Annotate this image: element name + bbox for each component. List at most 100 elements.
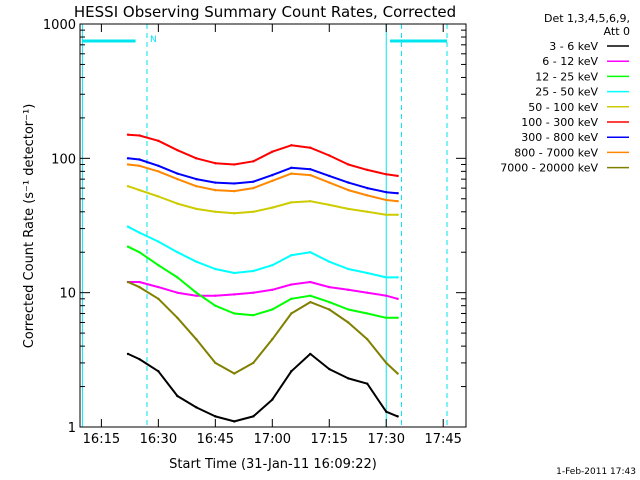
data-point	[385, 276, 388, 279]
data-point	[366, 194, 369, 197]
series-line	[127, 225, 398, 279]
y-tick-label: 10	[59, 287, 76, 302]
plot-frame	[79, 23, 467, 428]
data-point	[195, 406, 198, 409]
x-tick-label: 17:30	[368, 432, 405, 447]
data-point	[309, 352, 312, 356]
data-point	[214, 210, 217, 213]
data-point	[271, 338, 274, 341]
data-point	[126, 352, 130, 356]
data-point	[309, 294, 312, 297]
data-point	[328, 181, 331, 184]
data-point	[126, 225, 130, 228]
data-point	[195, 177, 198, 181]
series-line	[127, 245, 398, 319]
data-point	[138, 188, 141, 192]
data-point	[233, 372, 236, 375]
data-point	[366, 168, 369, 172]
data-point	[195, 185, 198, 188]
x-tick-label: 16:15	[83, 432, 120, 447]
data-point	[233, 163, 236, 166]
data-point	[233, 312, 236, 315]
data-point	[271, 308, 274, 311]
data-point	[157, 285, 160, 289]
legend-header: Att 0	[604, 25, 630, 38]
data-point	[195, 207, 198, 211]
data-point	[271, 288, 274, 292]
data-point	[366, 338, 369, 341]
data-point	[366, 291, 369, 294]
legend-header: Det 1,3,4,5,6,9,	[544, 12, 630, 25]
data-point	[385, 173, 388, 176]
data-point	[195, 157, 198, 160]
data-point	[290, 370, 293, 373]
data-point	[126, 157, 130, 160]
data-point	[396, 213, 399, 216]
data-point	[309, 199, 312, 203]
data-point	[309, 300, 312, 304]
data-point	[328, 260, 331, 263]
data-point	[290, 166, 293, 170]
data-point	[347, 207, 350, 211]
legend-label: 6 - 12 keV	[542, 55, 598, 68]
data-point	[271, 398, 274, 401]
y-axis-label: Corrected Count Rate (s⁻¹ detector⁻¹)	[22, 104, 37, 349]
data-point	[176, 316, 179, 319]
data-point	[214, 267, 217, 271]
data-point	[347, 377, 350, 380]
legend-label: 3 - 6 keV	[549, 40, 598, 53]
data-point	[271, 206, 274, 209]
data-point	[214, 161, 217, 165]
data-point	[271, 179, 274, 183]
data-point	[396, 316, 399, 319]
data-point	[252, 180, 255, 183]
data-point	[396, 415, 399, 418]
data-point	[138, 357, 141, 361]
data-point	[157, 164, 160, 167]
data-point	[157, 195, 160, 198]
data-point	[385, 198, 388, 202]
data-point	[385, 316, 388, 319]
data-point	[252, 186, 255, 190]
data-point	[328, 367, 331, 371]
data-point	[252, 313, 255, 317]
data-point	[366, 382, 369, 385]
data-point	[347, 188, 350, 192]
series-line	[127, 133, 398, 177]
data-point	[385, 294, 388, 297]
data-point	[290, 144, 293, 147]
data-point	[233, 271, 236, 275]
data-point	[366, 210, 369, 213]
data-point	[233, 212, 236, 215]
data-point	[195, 294, 198, 297]
data-point	[126, 245, 130, 248]
data-point	[138, 164, 141, 167]
data-point	[252, 160, 255, 163]
data-point	[176, 251, 179, 254]
data-point	[214, 188, 217, 192]
x-tick-label: 16:45	[197, 432, 234, 447]
data-point	[328, 300, 331, 304]
x-tick-label: 17:45	[424, 432, 461, 447]
legend-label: 300 - 800 keV	[521, 131, 598, 144]
data-point	[396, 297, 399, 301]
series-line	[127, 352, 398, 423]
legend-label: 100 - 300 keV	[521, 116, 598, 129]
data-point	[347, 181, 350, 184]
data-point	[214, 294, 217, 297]
data-point	[396, 199, 399, 203]
y-tick-label: 1	[68, 421, 76, 436]
data-point	[290, 297, 293, 301]
data-point	[309, 280, 312, 284]
data-point	[157, 139, 160, 143]
data-point	[214, 361, 217, 365]
data-point	[214, 304, 217, 307]
data-point	[309, 168, 312, 171]
data-point	[138, 231, 141, 234]
data-point	[309, 173, 312, 177]
data-point	[347, 267, 350, 271]
data-point	[396, 174, 399, 178]
data-point	[290, 201, 293, 204]
series-line	[127, 157, 398, 195]
data-point	[157, 297, 160, 301]
